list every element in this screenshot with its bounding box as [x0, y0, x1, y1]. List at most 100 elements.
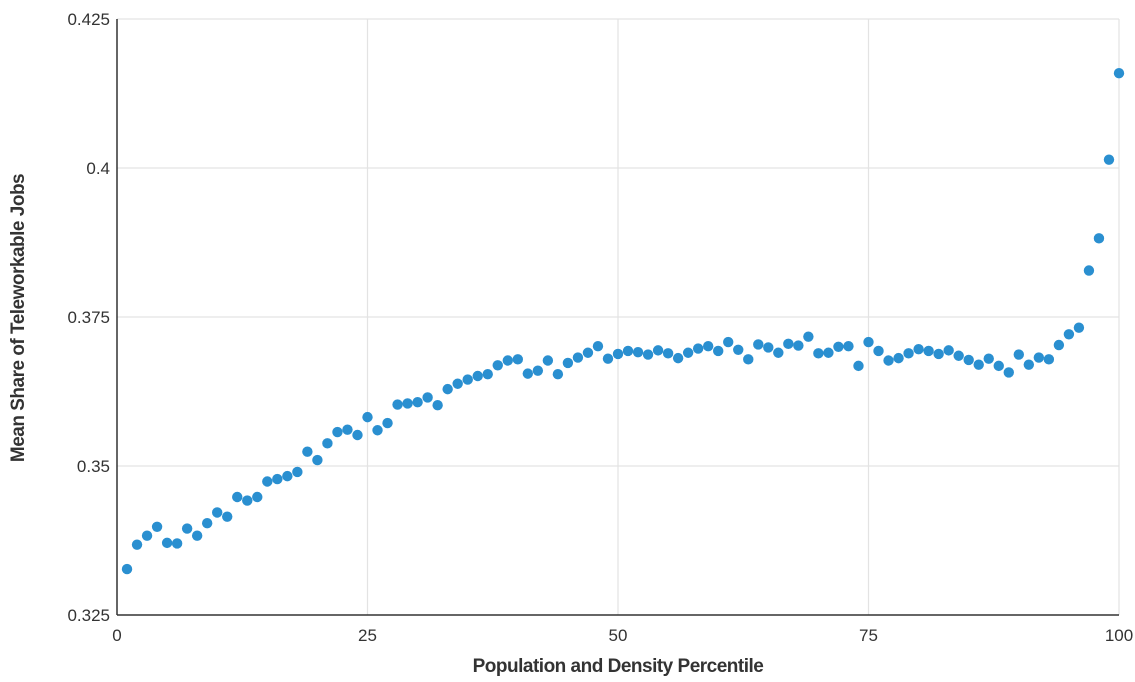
data-point: [743, 354, 754, 365]
data-point: [1113, 68, 1125, 79]
data-point: [843, 341, 854, 352]
data-point: [973, 359, 984, 370]
data-point: [1063, 329, 1075, 340]
data-point: [512, 354, 523, 365]
data-point: [1053, 339, 1065, 351]
data-point: [713, 345, 724, 357]
data-point: [232, 491, 243, 503]
data-point: [552, 369, 564, 380]
data-point: [272, 473, 283, 485]
data-point: [933, 348, 944, 360]
data-point: [181, 523, 193, 534]
data-point: [222, 511, 233, 522]
y-tick-label: 0.4: [86, 159, 110, 178]
data-point: [1043, 354, 1055, 365]
data-point: [1013, 349, 1024, 360]
data-point: [412, 397, 423, 408]
data-point: [131, 539, 143, 550]
data-point: [993, 360, 1004, 372]
data-point: [402, 398, 413, 409]
y-axis-title: Mean Share of Teleworkable Jobs: [8, 174, 29, 462]
data-point: [352, 429, 363, 441]
y-tick-label: 0.375: [67, 308, 110, 327]
y-tick-label: 0.425: [67, 10, 110, 29]
data-point: [672, 352, 684, 364]
data-point: [121, 563, 133, 575]
x-tick-label: 50: [609, 626, 628, 645]
data-point: [422, 392, 433, 403]
data-point: [592, 341, 604, 352]
data-point: [542, 355, 554, 366]
data-point: [392, 399, 403, 410]
data-point: [692, 343, 704, 354]
data-point: [262, 476, 273, 487]
data-point: [522, 368, 534, 379]
data-point: [823, 347, 834, 358]
data-point: [151, 521, 163, 532]
data-point: [1033, 352, 1045, 363]
data-point: [612, 348, 624, 360]
data-points: [121, 68, 1125, 575]
data-point: [171, 538, 183, 549]
data-point: [983, 353, 994, 364]
data-point: [963, 354, 974, 366]
data-point: [312, 454, 323, 466]
data-point: [642, 349, 654, 360]
data-point: [482, 369, 493, 380]
y-tick-label: 0.35: [77, 457, 110, 476]
data-point: [1083, 265, 1095, 276]
data-point: [863, 336, 874, 348]
data-point: [1023, 359, 1035, 370]
data-point: [763, 342, 774, 353]
data-point: [632, 346, 644, 358]
data-point: [1103, 154, 1115, 165]
data-point: [873, 345, 884, 357]
data-point: [1003, 367, 1014, 378]
data-point: [472, 370, 483, 382]
data-point: [332, 426, 343, 438]
gridlines: [117, 18, 1120, 615]
data-point: [582, 347, 594, 358]
data-point: [943, 345, 954, 356]
data-point: [442, 383, 453, 395]
y-tick-label: 0.325: [67, 606, 110, 625]
data-point: [191, 530, 203, 541]
data-point: [452, 378, 463, 389]
x-tick-label: 75: [859, 626, 878, 645]
x-tick-label: 0: [112, 626, 121, 645]
data-point: [883, 355, 894, 366]
data-point: [773, 347, 784, 358]
data-point: [652, 345, 664, 356]
data-point: [783, 338, 794, 350]
data-point: [793, 340, 804, 351]
data-point: [572, 352, 584, 363]
data-point: [833, 341, 844, 352]
data-point: [502, 355, 513, 366]
data-point: [282, 470, 293, 482]
data-point: [562, 357, 574, 369]
data-point: [492, 360, 503, 371]
data-point: [242, 495, 253, 506]
data-point: [733, 344, 744, 355]
data-point: [923, 345, 934, 357]
data-point: [723, 336, 734, 348]
data-point: [141, 530, 153, 541]
data-point: [252, 491, 263, 503]
data-point: [953, 350, 964, 361]
data-point: [201, 518, 213, 529]
data-point: [853, 360, 864, 372]
data-point: [803, 331, 814, 342]
data-point: [813, 348, 824, 359]
data-point: [322, 438, 333, 449]
data-point: [292, 466, 303, 478]
data-point: [682, 347, 694, 358]
data-point: [342, 424, 353, 435]
data-point: [753, 339, 764, 350]
data-point: [432, 400, 443, 411]
data-point: [382, 417, 393, 429]
data-point: [622, 345, 634, 357]
data-point: [462, 374, 473, 385]
data-point: [913, 343, 924, 355]
data-point: [662, 348, 674, 359]
